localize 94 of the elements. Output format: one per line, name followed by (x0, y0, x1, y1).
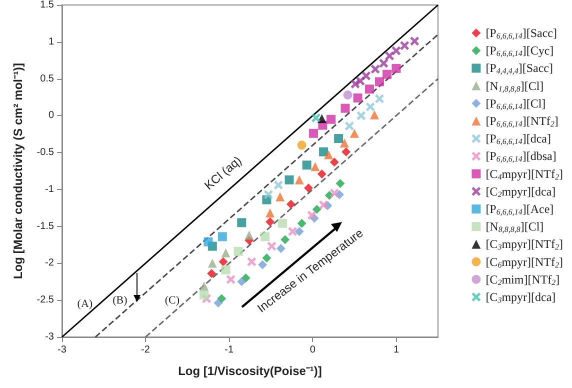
annotation: (C) (164, 294, 180, 306)
annotation: (A) (77, 298, 93, 310)
point (392, 46, 401, 56)
point (218, 257, 228, 266)
point (326, 114, 336, 124)
point (375, 94, 384, 104)
point (266, 208, 275, 218)
x-tick-label: -1 (224, 344, 234, 356)
y-tick-label: 0 (48, 110, 54, 122)
point (312, 113, 321, 122)
point (317, 169, 326, 178)
x-tick-label: -2 (141, 344, 150, 356)
point (226, 274, 236, 284)
point (284, 175, 294, 184)
point (370, 64, 380, 74)
point (375, 77, 384, 86)
y-axis-title: Log [Molar conductivity (S cm² mol⁻¹)] (11, 63, 25, 279)
point (340, 104, 350, 113)
point (247, 257, 256, 266)
point (288, 227, 298, 236)
point (214, 298, 223, 308)
point (262, 254, 272, 263)
y-tick-label: -0.5 (36, 147, 54, 158)
point (310, 162, 320, 172)
point (221, 248, 230, 258)
annotation: KCl (aq) (202, 153, 244, 193)
y-tick-label: -2.5 (36, 294, 54, 306)
point (319, 200, 328, 210)
point (382, 70, 392, 79)
point (204, 237, 213, 246)
point (336, 179, 345, 188)
y-tick-label: 1 (48, 36, 54, 48)
point (276, 244, 286, 253)
point (330, 188, 339, 198)
point (264, 190, 273, 200)
point (266, 217, 275, 226)
point (274, 180, 283, 190)
point (294, 175, 304, 184)
point (319, 147, 328, 156)
y-tick-label: -2 (45, 258, 54, 269)
point (334, 134, 344, 144)
point (356, 111, 366, 120)
point (343, 90, 352, 100)
point (208, 258, 217, 268)
point (267, 242, 276, 251)
point (286, 200, 296, 209)
point (218, 232, 227, 242)
point (294, 227, 304, 236)
point (307, 210, 316, 220)
point (385, 51, 394, 60)
point (304, 183, 313, 192)
point (410, 36, 420, 46)
x-tick-label: 1 (393, 344, 400, 356)
point (392, 64, 401, 73)
x-axis-title: Log [1/Viscosity(Poise⁻¹)] (178, 364, 322, 378)
point (297, 140, 306, 150)
y-tick-label: -1 (45, 184, 54, 195)
point (330, 158, 339, 167)
point (278, 218, 288, 228)
point (362, 71, 371, 80)
y-tick-label: -1.5 (36, 220, 54, 232)
point (207, 269, 216, 278)
point (234, 246, 243, 256)
point (342, 147, 351, 156)
point (400, 41, 410, 50)
point (353, 93, 362, 102)
point (221, 265, 230, 274)
point (379, 58, 388, 68)
point (280, 235, 290, 244)
point (366, 102, 375, 112)
point (276, 192, 285, 202)
point (344, 121, 354, 130)
point (364, 84, 374, 94)
point (324, 150, 334, 160)
x-tick-label: -3 (58, 344, 67, 356)
point (200, 290, 209, 300)
y-tick-label: 1.5 (40, 0, 54, 10)
point (237, 218, 246, 228)
point (302, 160, 312, 170)
point (370, 110, 379, 120)
point (309, 128, 318, 138)
annotation: (B) (112, 294, 128, 306)
y-tick-label: -3 (45, 332, 54, 342)
point (260, 232, 270, 242)
point (237, 277, 246, 286)
point (244, 230, 254, 240)
point (340, 138, 349, 148)
point (200, 282, 209, 291)
point (258, 260, 268, 270)
point (297, 218, 306, 228)
y-tick-label: 0.5 (40, 73, 54, 84)
point (312, 204, 322, 214)
point (350, 128, 359, 138)
x-tick-label: 0 (310, 344, 316, 356)
